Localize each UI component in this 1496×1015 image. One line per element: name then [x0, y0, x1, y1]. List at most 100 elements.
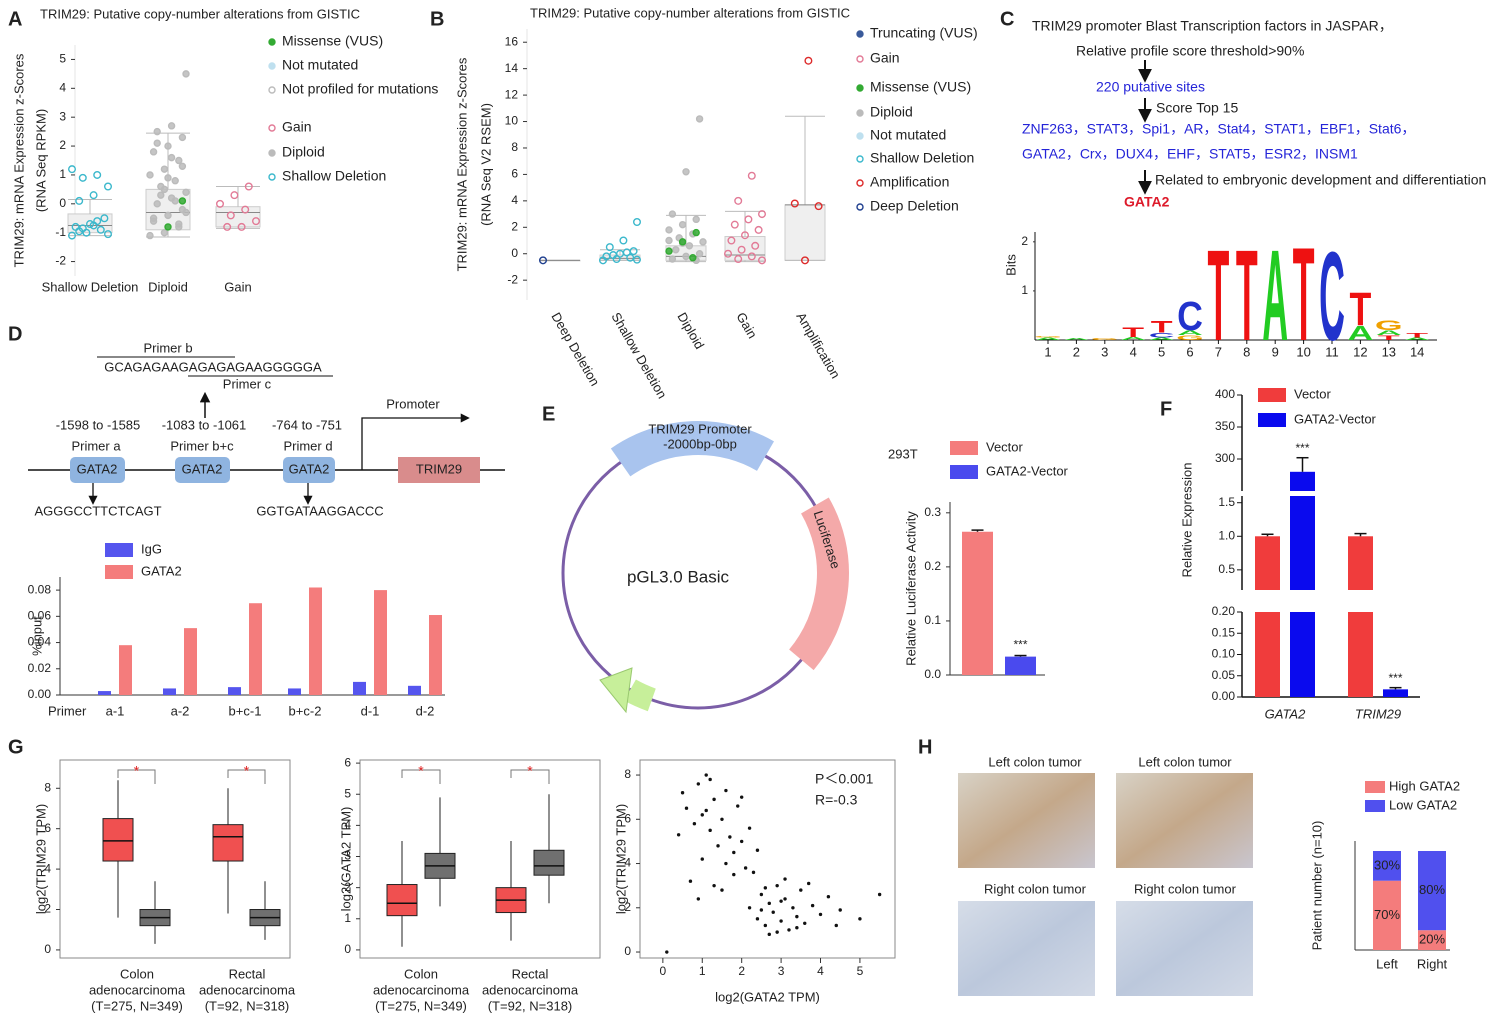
legend-marker: [268, 86, 276, 94]
point: [237, 222, 246, 231]
site-label: GATA2: [289, 461, 330, 476]
point: [737, 245, 746, 254]
point: [877, 892, 882, 897]
point: [167, 153, 176, 162]
point: [755, 917, 760, 921]
flow-text: Related to embryonic development and dif…: [1155, 172, 1486, 188]
legend-label: Shallow Deletion: [282, 168, 386, 184]
legend-label: Truncating (VUS): [870, 25, 978, 41]
x-tick-label: Amplification: [793, 310, 843, 381]
y-tick-label: 350: [1215, 419, 1235, 433]
significance: *: [244, 763, 250, 779]
legend-marker: [856, 155, 864, 163]
y-tick-label: 1.0: [1218, 528, 1235, 542]
point: [747, 171, 756, 180]
legend-label: Gain: [282, 119, 312, 135]
x-tick-label: adenocarcinoma: [482, 982, 579, 997]
logo-letter: G: [1034, 336, 1062, 338]
sequence: AGGGCCTTCTCAGT: [34, 503, 161, 518]
y-tick-label: 6: [511, 167, 518, 181]
y-tick-label: 2: [511, 219, 518, 233]
y-tick-label: 0.00: [1212, 689, 1236, 703]
legend-marker: [856, 132, 864, 140]
y-tick-label: 0.08: [28, 582, 52, 596]
significance: *: [418, 763, 424, 779]
point: [791, 906, 795, 910]
x-tick-label: Rectal: [229, 966, 266, 981]
y-tick-label: 0.02: [28, 661, 52, 675]
x-tick-label: 9: [1272, 344, 1279, 359]
significance-bracket: [117, 769, 156, 784]
point: [730, 220, 739, 229]
x-tick-label: 4: [817, 964, 824, 978]
plot-frame: [359, 759, 601, 959]
legend-marker: [856, 109, 864, 117]
point: [182, 70, 190, 78]
logo-letter: A: [1262, 224, 1288, 369]
point: [720, 888, 724, 892]
bar: [163, 688, 176, 695]
bar-part: [1290, 612, 1315, 697]
point: [67, 165, 76, 174]
point: [684, 806, 689, 810]
direction-arrow: [599, 667, 633, 714]
point: [539, 256, 548, 265]
significance-bracket: [401, 769, 441, 784]
value-label: 70%: [1374, 907, 1400, 922]
point: [741, 231, 750, 240]
legend-marker: [856, 30, 864, 38]
point: [609, 251, 618, 260]
x-tick-label: b+c-1: [229, 703, 262, 718]
point: [783, 897, 787, 901]
x-tick-label: 5: [1158, 344, 1165, 359]
point: [665, 950, 669, 954]
panel-label: F: [1160, 398, 1172, 420]
point: [75, 227, 84, 236]
flow-text: ZNF263，STAT3，Spi1，AR，Stat4，STAT1，EBF1，St…: [1022, 121, 1415, 137]
bar: [408, 685, 421, 695]
x-tick-label: Colon: [404, 966, 438, 981]
x-tick-label: 10: [1296, 344, 1310, 359]
point: [241, 205, 250, 214]
legend-label: Low GATA2: [1389, 797, 1457, 812]
y-tick-label: 4: [624, 856, 631, 870]
point: [230, 191, 239, 200]
y-tick-label: 0.20: [1212, 604, 1236, 618]
flow-text: 220 putative sites: [1096, 79, 1205, 95]
legend-marker: [856, 179, 864, 187]
point: [799, 888, 803, 892]
legend-swatch: [1365, 800, 1385, 812]
y-tick-label: 0.3: [924, 505, 941, 519]
range-label: -1598 to -1585: [56, 417, 141, 432]
chip-diagram: Primer b GCAGAGAAGAGAGAGAAGGGGGA Primer …: [28, 340, 505, 518]
y-tick-label: 0: [511, 246, 518, 260]
point: [771, 910, 775, 914]
significance-bracket: [227, 769, 266, 784]
y-tick-label: 14: [505, 61, 519, 75]
y-tick-label: 6: [624, 811, 631, 825]
point: [806, 881, 811, 886]
x-tick-label: GATA2: [1265, 706, 1306, 721]
significance-bracket: [510, 769, 550, 784]
legend-label: Deep Deletion: [870, 198, 959, 214]
site-box: [283, 457, 335, 483]
point: [226, 211, 235, 220]
point: [692, 228, 700, 237]
legend-label: Diploid: [870, 104, 913, 120]
x-tick-label: adenocarcinoma: [89, 982, 186, 997]
bar: [184, 628, 197, 695]
y-tick-label: 2: [59, 138, 66, 152]
logo-letter: T: [1122, 325, 1144, 340]
y-tick-label: -2: [55, 254, 66, 268]
plot-frame: [59, 759, 291, 959]
point: [605, 243, 614, 252]
logo-letter: C: [1149, 332, 1175, 339]
y-axis-label: %input: [29, 616, 44, 656]
legend-marker: [268, 124, 276, 132]
point: [744, 215, 753, 224]
y-tick-label: 0.00: [28, 687, 52, 701]
bar: [98, 691, 111, 695]
flow-text: Relative profile score threshold>90%: [1076, 43, 1304, 59]
x-tick-label: Gain: [733, 310, 760, 341]
